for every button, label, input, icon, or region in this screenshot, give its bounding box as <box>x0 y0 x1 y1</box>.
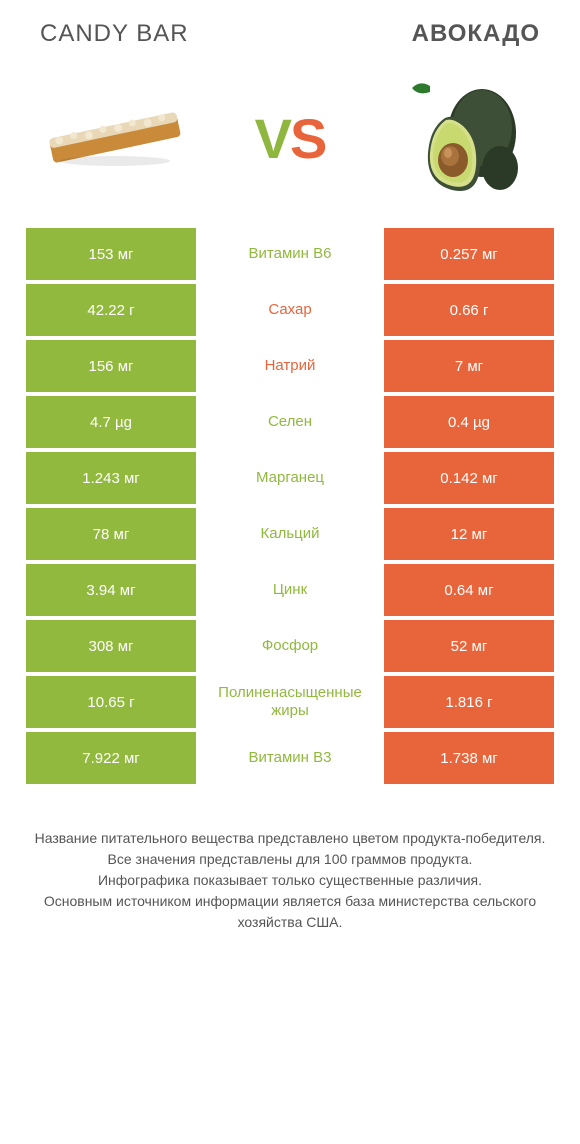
table-row: 42.22 гСахар0.66 г <box>26 284 554 336</box>
comparison-table: 153 мгВитамин B60.257 мг42.22 гСахар0.66… <box>0 228 580 784</box>
table-row: 4.7 µgСелен0.4 µg <box>26 396 554 448</box>
table-row: 10.65 гПолиненасыщенные жиры1.816 г <box>26 676 554 728</box>
cell-label: Витамин B6 <box>196 228 384 280</box>
vs-s: S <box>290 107 325 170</box>
cell-label: Витамин B3 <box>196 732 384 784</box>
cell-right: 1.738 мг <box>384 732 554 784</box>
cell-right: 0.257 мг <box>384 228 554 280</box>
cell-label: Марганец <box>196 452 384 504</box>
cell-label: Кальций <box>196 508 384 560</box>
table-row: 308 мгФосфор52 мг <box>26 620 554 672</box>
footer-line1: Название питательного вещества представл… <box>30 828 550 849</box>
cell-right: 0.64 мг <box>384 564 554 616</box>
title-left: CANDY BAR <box>40 20 189 48</box>
cell-right: 0.142 мг <box>384 452 554 504</box>
cell-right: 0.66 г <box>384 284 554 336</box>
cell-left: 4.7 µg <box>26 396 196 448</box>
cell-left: 3.94 мг <box>26 564 196 616</box>
footer-line4: Основным источником информации является … <box>30 891 550 933</box>
table-row: 78 мгКальций12 мг <box>26 508 554 560</box>
cell-label: Полиненасыщенные жиры <box>196 676 384 728</box>
vs-row: VS <box>0 58 580 228</box>
avocado-image <box>390 78 540 198</box>
cell-right: 52 мг <box>384 620 554 672</box>
candy-bar-image <box>40 78 190 198</box>
cell-label: Селен <box>196 396 384 448</box>
cell-right: 7 мг <box>384 340 554 392</box>
cell-right: 0.4 µg <box>384 396 554 448</box>
candy-bar-icon <box>40 103 190 173</box>
cell-label: Цинк <box>196 564 384 616</box>
cell-left: 308 мг <box>26 620 196 672</box>
cell-label: Фосфор <box>196 620 384 672</box>
cell-left: 78 мг <box>26 508 196 560</box>
vs-label: VS <box>255 106 326 171</box>
cell-left: 153 мг <box>26 228 196 280</box>
footer-text: Название питательного вещества представл… <box>0 788 580 963</box>
cell-left: 10.65 г <box>26 676 196 728</box>
table-row: 3.94 мгЦинк0.64 мг <box>26 564 554 616</box>
title-right: АВОКАДО <box>412 20 540 48</box>
infographic-container: CANDY BAR АВОКАДО <box>0 0 580 963</box>
table-row: 1.243 мгМарганец0.142 мг <box>26 452 554 504</box>
table-row: 153 мгВитамин B60.257 мг <box>26 228 554 280</box>
cell-left: 42.22 г <box>26 284 196 336</box>
table-row: 156 мгНатрий7 мг <box>26 340 554 392</box>
cell-label: Натрий <box>196 340 384 392</box>
cell-left: 156 мг <box>26 340 196 392</box>
table-row: 7.922 мгВитамин B31.738 мг <box>26 732 554 784</box>
cell-left: 1.243 мг <box>26 452 196 504</box>
avocado-icon <box>400 78 530 198</box>
footer-line2: Все значения представлены для 100 граммо… <box>30 849 550 870</box>
cell-right: 12 мг <box>384 508 554 560</box>
cell-label: Сахар <box>196 284 384 336</box>
cell-right: 1.816 г <box>384 676 554 728</box>
vs-v: V <box>255 107 290 170</box>
cell-left: 7.922 мг <box>26 732 196 784</box>
footer-line3: Инфографика показывает только существенн… <box>30 870 550 891</box>
header: CANDY BAR АВОКАДО <box>0 0 580 58</box>
